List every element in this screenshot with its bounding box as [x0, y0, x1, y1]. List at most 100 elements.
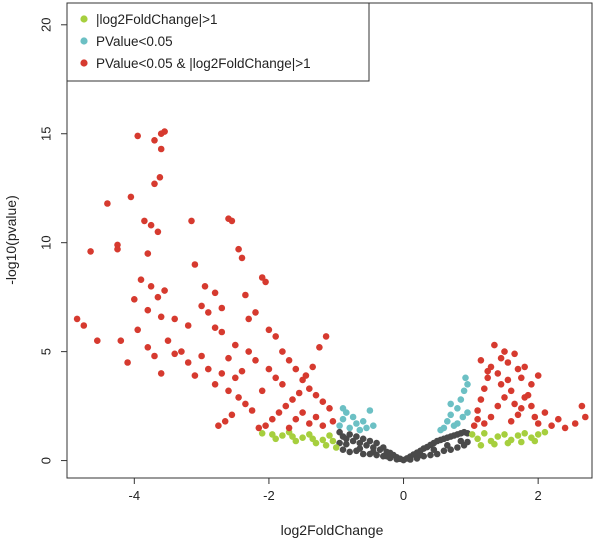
- point-s3-75: [255, 424, 263, 432]
- point-s3-126: [541, 409, 549, 416]
- point-s2-17: [457, 396, 465, 403]
- series-1: [258, 428, 549, 451]
- point-s1-8: [272, 435, 280, 443]
- point-s3-25: [134, 326, 141, 334]
- point-s3-31: [178, 348, 185, 355]
- point-s1-4: [299, 434, 306, 442]
- point-s3-129: [561, 424, 569, 432]
- point-s3-138: [507, 418, 515, 425]
- point-s3-64: [329, 418, 337, 425]
- point-s3-140: [521, 394, 528, 401]
- point-s3-10: [147, 221, 155, 229]
- x-tick-label-0: -4: [129, 488, 141, 503]
- x-tick-label-2: 0: [400, 488, 407, 503]
- point-s2-5: [353, 420, 360, 427]
- point-s2-9: [366, 407, 374, 414]
- point-s3-147: [511, 350, 518, 358]
- point-s0-58: [356, 445, 364, 452]
- point-s3-134: [481, 420, 488, 427]
- point-s3-139: [514, 411, 522, 419]
- y-tick-label-3: 15: [38, 126, 53, 140]
- point-s3-72: [275, 409, 283, 416]
- legend-label-pvalue: PValue<0.05: [96, 34, 173, 49]
- point-s1-9: [292, 437, 300, 445]
- point-s0-42: [359, 450, 367, 458]
- point-s3-49: [242, 291, 249, 299]
- point-s3-110: [484, 374, 492, 382]
- point-s3-30: [171, 315, 178, 323]
- point-s0-57: [343, 440, 350, 448]
- point-s3-83: [312, 413, 320, 421]
- point-s1-26: [534, 431, 542, 438]
- point-s3-62: [319, 398, 327, 406]
- point-s1-31: [518, 438, 525, 446]
- point-s3-114: [497, 381, 505, 388]
- x-axis-title: log2FoldChange: [281, 522, 384, 538]
- point-s3-32: [184, 359, 192, 366]
- point-s3-38: [225, 387, 232, 395]
- point-s3-86: [292, 415, 300, 423]
- point-s1-17: [474, 435, 481, 443]
- point-s3-27: [151, 352, 158, 360]
- point-s3-89: [272, 374, 280, 382]
- data-points: [73, 128, 589, 464]
- point-s1-24: [521, 430, 528, 437]
- point-s2-1: [339, 415, 347, 423]
- point-s3-17: [151, 180, 158, 188]
- point-s3-7: [127, 193, 135, 201]
- point-s0-48: [407, 456, 414, 463]
- legend: |log2FoldChange|>1 PValue<0.05 PValue<0.…: [66, 2, 370, 82]
- point-s1-18: [481, 430, 488, 437]
- point-s3-80: [221, 418, 229, 425]
- point-s3-14: [161, 128, 168, 135]
- point-s1-30: [504, 439, 512, 447]
- point-s3-71: [282, 402, 290, 410]
- point-s3-55: [272, 333, 280, 340]
- point-s2-16: [454, 405, 461, 412]
- point-s2-19: [464, 381, 471, 388]
- point-s3-43: [211, 289, 219, 297]
- point-s3-106: [470, 422, 478, 430]
- point-s3-15: [157, 145, 165, 153]
- point-s3-91: [258, 387, 266, 395]
- point-s1-28: [477, 442, 485, 449]
- point-s3-136: [494, 402, 502, 410]
- point-s3-137: [501, 394, 508, 401]
- point-s0-66: [464, 438, 471, 446]
- point-s3-26: [144, 344, 152, 351]
- point-s3-85: [299, 409, 306, 416]
- point-s3-90: [265, 365, 273, 373]
- point-s1-27: [541, 428, 549, 436]
- point-s3-18: [144, 250, 152, 257]
- point-s3-94: [238, 367, 246, 375]
- point-s3-78: [235, 394, 242, 401]
- point-s2-3: [346, 424, 354, 432]
- point-s3-135: [487, 413, 495, 421]
- point-s3-11: [154, 228, 162, 236]
- point-s3-103: [157, 313, 165, 321]
- point-s1-6: [319, 436, 327, 444]
- point-s3-145: [497, 354, 505, 362]
- point-s0-63: [444, 442, 451, 449]
- point-s3-34: [198, 352, 205, 360]
- legend-box: [66, 2, 370, 82]
- point-s1-14: [306, 431, 313, 438]
- point-s1-29: [491, 440, 498, 448]
- point-s1-11: [322, 442, 330, 449]
- y-tick-label-4: 20: [38, 18, 53, 32]
- point-s3-60: [306, 385, 313, 393]
- series-0: [336, 428, 471, 464]
- series-3: [73, 128, 589, 432]
- point-s3-98: [211, 324, 219, 332]
- point-s2-24: [454, 420, 461, 427]
- point-s3-93: [245, 348, 252, 355]
- point-s2-25: [464, 409, 471, 416]
- y-axis-title: -log10(pvalue): [3, 195, 19, 285]
- point-s3-23: [117, 337, 125, 345]
- point-s3-68: [302, 372, 310, 379]
- point-s0-64: [457, 437, 465, 445]
- point-s0-11: [373, 439, 380, 447]
- point-s3-133: [474, 415, 481, 423]
